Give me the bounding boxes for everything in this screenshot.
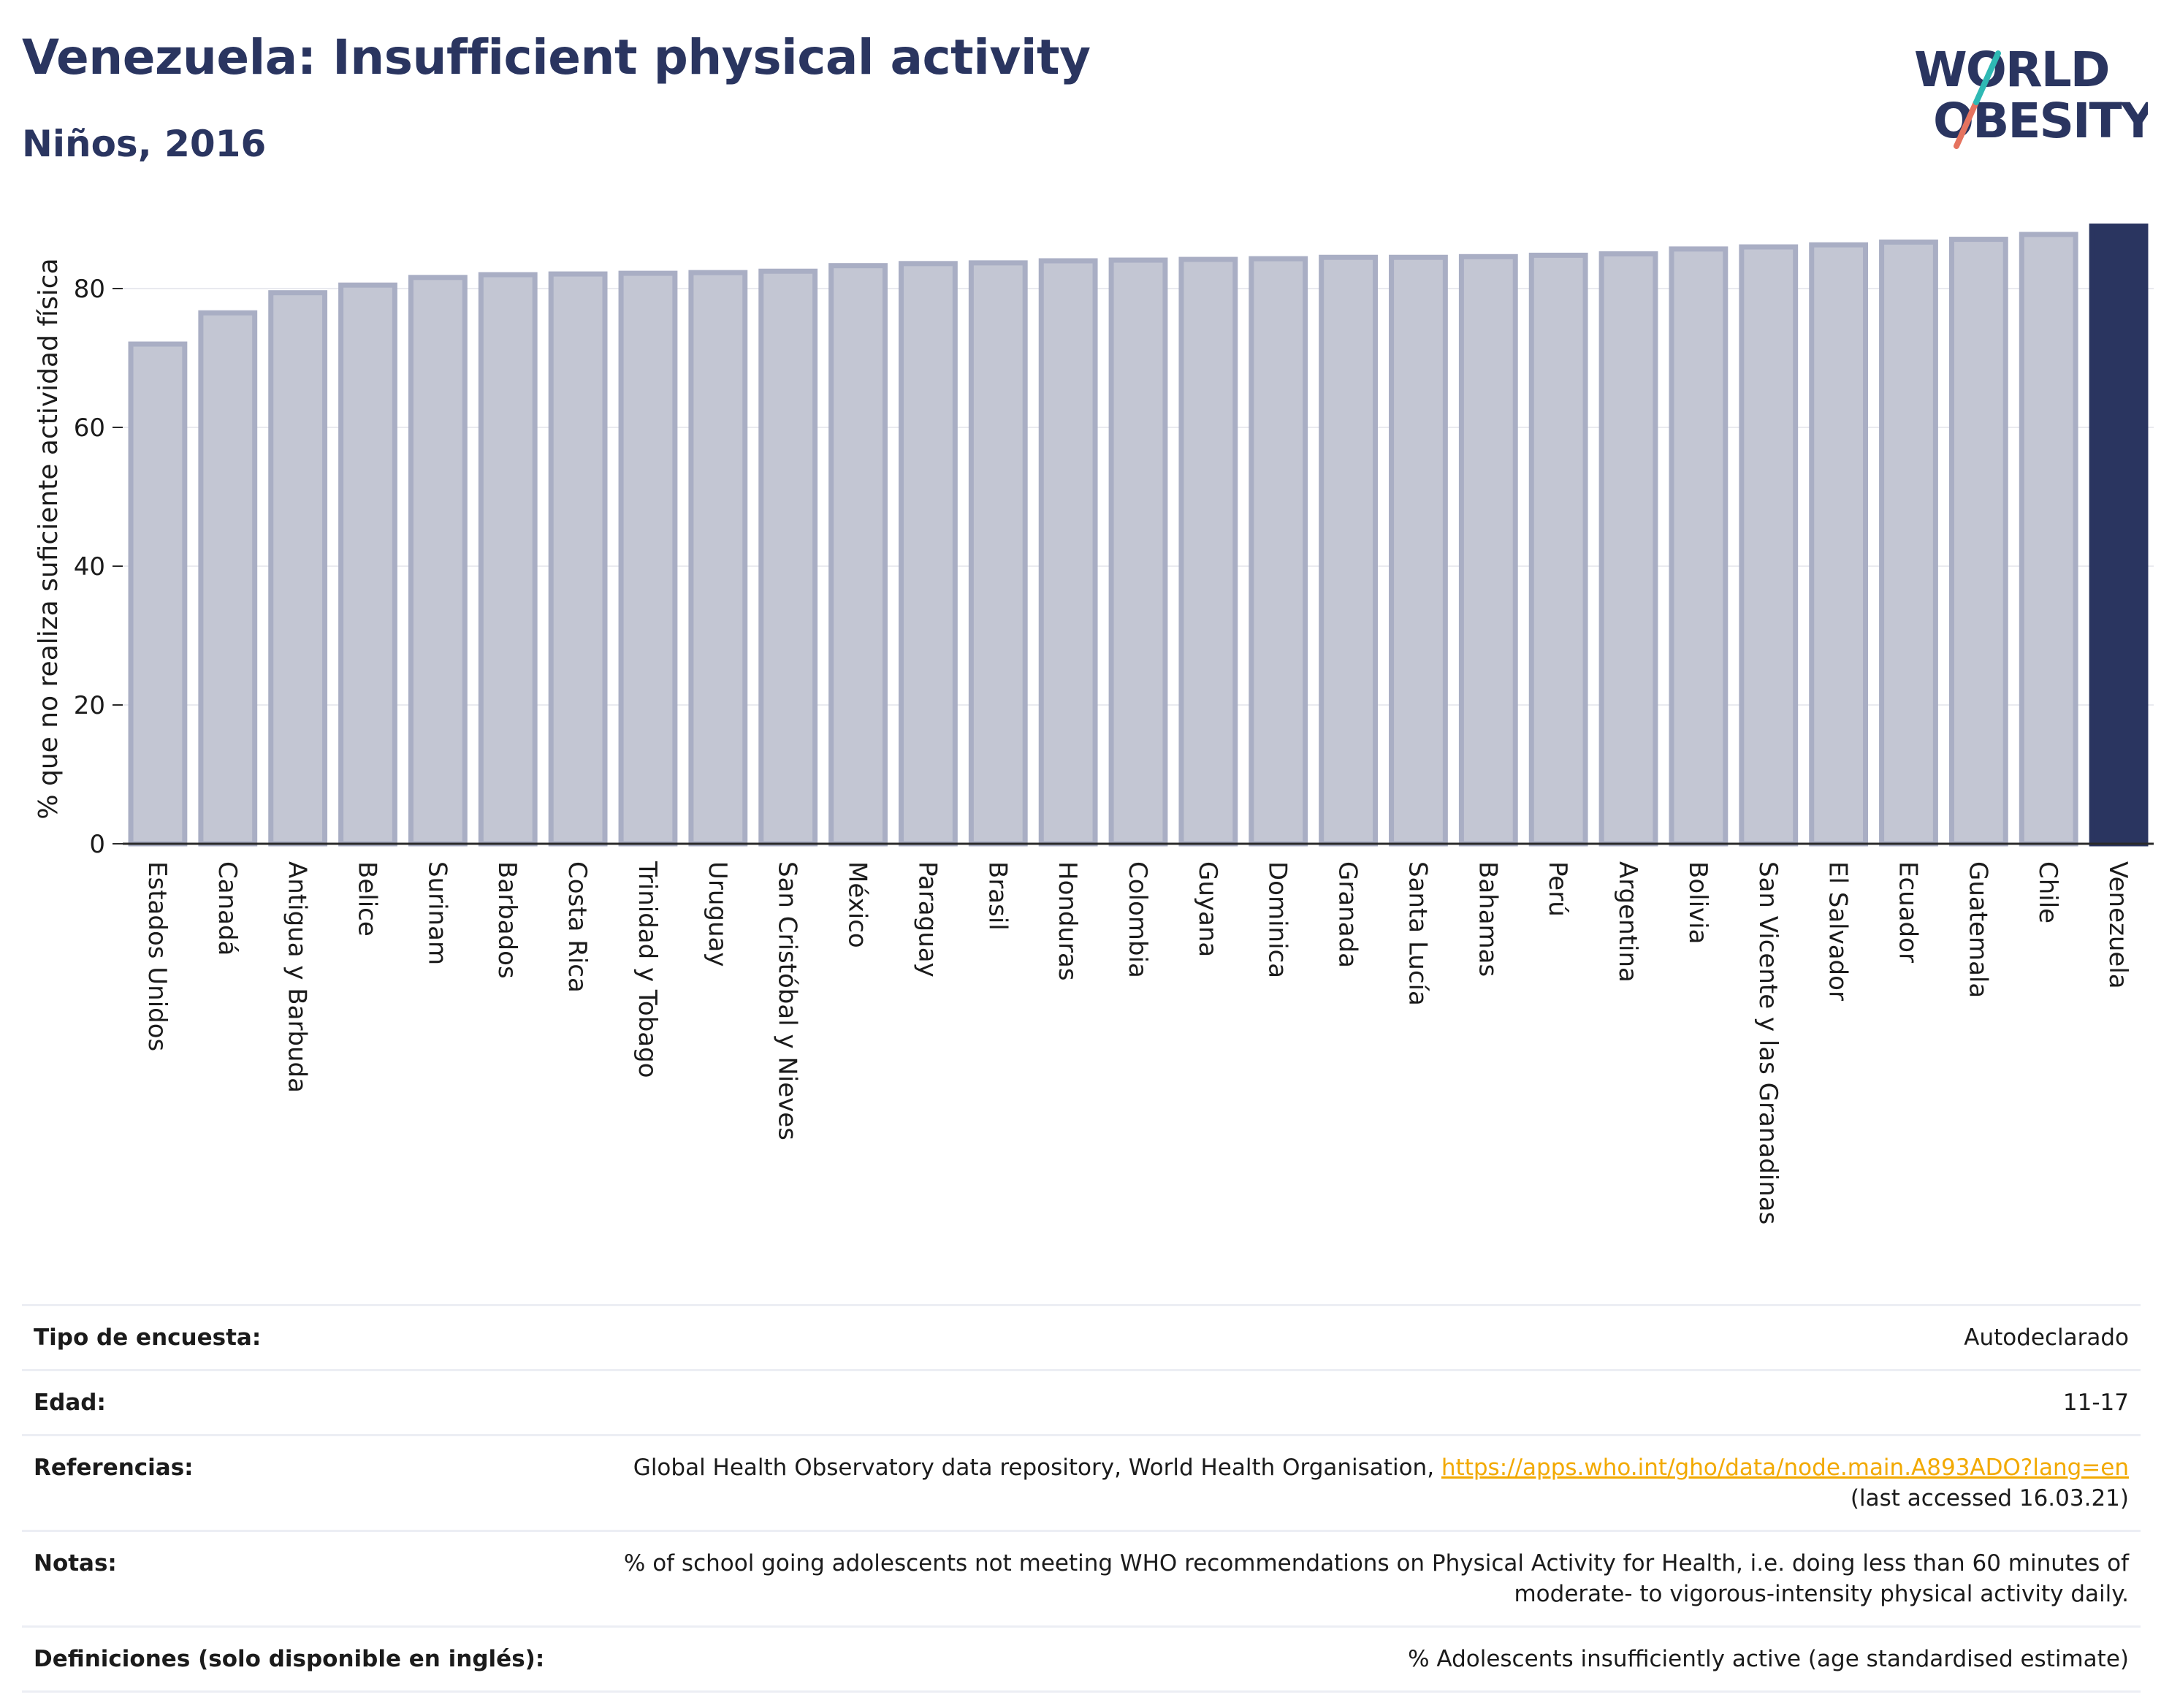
bar-dominica: [1249, 256, 1308, 847]
bar-canadá: [198, 310, 258, 847]
x-tick-label: Bolivia: [1683, 861, 1712, 944]
y-tick-label: 40: [74, 552, 105, 582]
meta-value-extra: (last accessed 16.03.21): [1850, 1485, 2129, 1511]
bar-honduras: [1038, 258, 1098, 847]
logo-text-world: WORLD: [1914, 42, 2109, 98]
meta-row: Notas: % of school going adolescents not …: [22, 1530, 2141, 1627]
x-tick-label: Canadá: [213, 861, 242, 956]
bar-surinam: [408, 275, 468, 847]
bar-brasil: [968, 260, 1028, 847]
bar-guyana: [1178, 256, 1238, 847]
x-tick-label: Uruguay: [703, 861, 732, 967]
meta-row: Tipo de encuesta: Autodeclarado: [22, 1304, 2141, 1370]
meta-label: Edad:: [22, 1369, 601, 1436]
metadata-table: Tipo de encuesta: Autodeclarado Edad: 11-17…: [22, 1304, 2141, 1693]
y-tick-label: 0: [89, 830, 105, 859]
meta-value: 11-17: [601, 1369, 2141, 1436]
x-tick-label: Honduras: [1053, 861, 1082, 981]
logo-slash-teal: [1973, 50, 2001, 105]
world-obesity-logo: WORLD OBESITY: [1914, 42, 2148, 149]
meta-value-text: % Adolescents insufficiently active (age…: [1408, 1646, 2129, 1672]
x-axis: Estados Unidos Canadá Antigua y Barbuda Bel…: [123, 842, 2154, 1224]
bar-méxico: [828, 263, 888, 847]
x-tick-label: San Vicente y las Granadinas: [1753, 861, 1783, 1224]
bars: [128, 224, 2149, 847]
meta-row: Referencias: Global Health Observatory da…: [22, 1434, 2141, 1531]
bar-chart: 0 20 40 60 80 Estados Unidos Canadá Antigua y …: [34, 224, 2154, 1224]
logo-slash-red: [1954, 99, 1979, 149]
x-tick-label: Surinam: [422, 861, 451, 965]
x-tick-label: Guyana: [1193, 861, 1222, 957]
x-tick-label: Venezuela: [2103, 861, 2133, 989]
x-tick-label: Brasil: [983, 861, 1012, 931]
page-subtitle: Niños, 2016: [22, 123, 267, 165]
x-tick-label: El Salvador: [1823, 861, 1853, 1001]
x-tick-label: Granada: [1333, 861, 1362, 968]
bar-barbados: [478, 272, 538, 847]
x-tick-label: San Cristóbal y Nieves: [773, 861, 802, 1140]
bar-antigua-y-barbuda: [268, 290, 328, 847]
x-tick-label: Argentina: [1613, 861, 1642, 983]
page-title: Venezuela: Insufficient physical activit…: [22, 29, 1091, 85]
meta-label: Definiciones (solo disponible en inglés)…: [22, 1625, 601, 1693]
bar-uruguay: [688, 270, 748, 847]
x-tick-label: Dominica: [1263, 861, 1292, 978]
x-tick-label: Chile: [2033, 861, 2062, 923]
bar-san-vicente-y-las-granadinas: [1739, 244, 1799, 847]
bar-estados-unidos: [128, 341, 188, 847]
bar-belice: [338, 282, 397, 847]
bar-el-salvador: [1809, 242, 1869, 847]
x-tick-label: Costa Rica: [563, 861, 592, 993]
bar-costa-rica: [548, 271, 608, 847]
bar-colombia: [1108, 257, 1168, 847]
bar-venezuela: [2089, 224, 2149, 847]
bar-perú: [1528, 252, 1588, 847]
x-tick-label: Barbados: [492, 861, 522, 979]
x-tick-label: Bahamas: [1473, 861, 1502, 977]
x-tick-label: Colombia: [1123, 861, 1152, 978]
meta-label: Referencias:: [22, 1434, 601, 1531]
bar-santa-lucía: [1389, 254, 1448, 847]
meta-value-text: 11-17: [2062, 1389, 2129, 1416]
x-tick-label: México: [843, 861, 872, 948]
meta-row: Edad: 11-17: [22, 1369, 2141, 1436]
x-tick-label: Santa Lucía: [1403, 861, 1432, 1006]
meta-value: Autodeclarado: [601, 1304, 2141, 1370]
y-axis-label: % que no realiza suficiente actividad fí…: [34, 258, 64, 819]
meta-label: Notas:: [22, 1530, 601, 1627]
bar-paraguay: [899, 261, 958, 847]
x-tick-label: Antigua y Barbuda: [283, 861, 312, 1093]
reference-link[interactable]: https://apps.who.int/gho/data/node.main.…: [1441, 1455, 2129, 1481]
y-tick-label: 60: [74, 413, 105, 443]
bar-san-cristóbal-y-nieves: [758, 268, 818, 847]
meta-row: Definiciones (solo disponible en inglés)…: [22, 1625, 2141, 1693]
y-tick-label: 80: [74, 275, 105, 304]
x-tick-label: Paraguay: [912, 861, 942, 977]
meta-value-text: Autodeclarado: [1964, 1324, 2129, 1351]
meta-value-text: % of school going adolescents not meetin…: [623, 1550, 2129, 1607]
meta-label: Tipo de encuesta:: [22, 1304, 601, 1370]
bar-trinidad-y-tobago: [618, 270, 678, 847]
bar-ecuador: [1879, 239, 1938, 847]
x-tick-label: Perú: [1543, 861, 1572, 917]
bar-bolivia: [1669, 246, 1729, 847]
bar-chile: [2019, 232, 2078, 847]
y-tick-label: 20: [74, 691, 105, 720]
meta-value: Global Health Observatory data repositor…: [601, 1434, 2141, 1531]
x-tick-label: Belice: [353, 861, 382, 937]
x-tick-label: Trinidad y Tobago: [633, 861, 662, 1078]
bar-guatemala: [1948, 237, 2008, 847]
x-tick-label: Estados Unidos: [142, 861, 172, 1051]
bar-bahamas: [1458, 253, 1518, 847]
x-tick-label: Guatemala: [1963, 861, 1992, 998]
y-axis: 0 20 40 60 80: [74, 275, 123, 859]
meta-value: % Adolescents insufficiently active (age…: [601, 1625, 2141, 1693]
meta-value-text: Global Health Observatory data repositor…: [633, 1455, 1441, 1481]
bar-granada: [1319, 254, 1378, 847]
meta-value: % of school going adolescents not meetin…: [601, 1530, 2141, 1627]
bar-argentina: [1598, 251, 1658, 847]
x-tick-label: Ecuador: [1893, 861, 1922, 963]
